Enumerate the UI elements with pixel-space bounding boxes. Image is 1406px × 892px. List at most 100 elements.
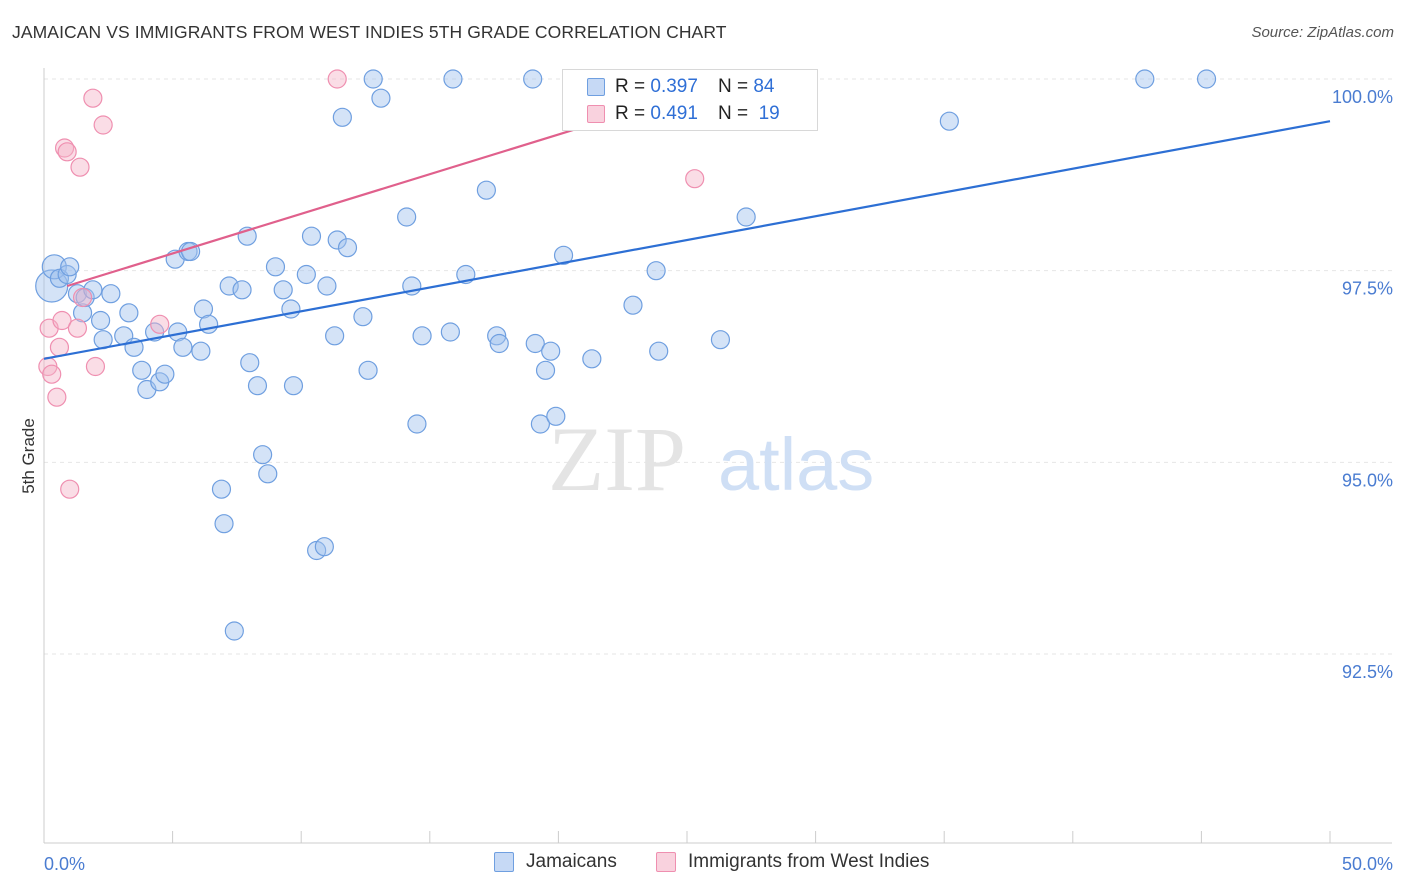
jamaican-point [939,111,959,131]
jamaican-point [132,360,152,380]
west-indies-point [83,88,103,108]
n-value-jamaicans: 84 [753,76,775,97]
jamaican-point [283,376,304,396]
jamaicans-trend-line [43,120,1331,360]
jamaican-point [224,621,244,641]
jamaican-point [265,257,286,277]
jamaican-point [353,307,373,327]
jamaican-point [530,414,550,434]
jamaican-point [646,261,666,281]
y-tick-label: 92.5% [1342,662,1393,682]
jamaican-point [155,364,175,384]
axes [43,68,1392,844]
jamaican-point [57,264,77,285]
legend-swatch-jamaicans [587,78,605,96]
r-value-west-indies: 0.491 [650,103,698,124]
jamaican-point [72,303,93,323]
y-axis-label: 5th Grade [19,418,38,494]
jamaican-point [582,349,602,369]
r-label: R = [615,76,646,97]
stats-legend: R = 0.397 N = 84 R = 0.491 N = 19 [562,69,818,131]
jamaican-point [173,337,193,357]
legend-item-west-indies[interactable]: Immigrants from West Indies [656,851,929,873]
y-tick-label: 95.0% [1342,470,1393,490]
jamaican-point [41,254,67,280]
west-indies-point [93,115,113,135]
jamaican-point [247,376,268,396]
jamaican-point [525,333,545,354]
jamaican-point [296,264,316,285]
jamaican-point [541,341,561,361]
legend-swatch-west-indies [587,105,605,123]
jamaican-point [191,341,211,361]
legend-label-jamaicans: Jamaicans [526,851,617,872]
source-label: Source: ZipAtlas.com [1251,24,1394,41]
west-indies-points [38,69,725,499]
jamaican-point [487,326,507,346]
chart-title: JAMAICAN VS IMMIGRANTS FROM WEST INDIES … [12,22,727,42]
jamaican-point [736,207,756,227]
jamaican-point [332,107,352,127]
jamaican-point [440,322,460,342]
jamaican-point [363,69,383,89]
r-value-jamaicans: 0.397 [650,76,698,97]
jamaican-point [371,88,391,108]
jamaican-point [1135,69,1155,89]
x-tick-label: 50.0% [1342,854,1393,874]
y-tick-labels: 92.5% 95.0% 97.5% 100.0% [1332,87,1393,682]
legend-row-west-indies: R = 0.491 N = 19 [587,101,780,127]
jamaican-point [523,69,543,89]
jamaican-point [193,299,214,319]
west-indies-point [60,479,80,499]
jamaican-point [489,333,509,354]
n-label: N = [717,103,749,124]
jamaican-point [327,230,347,250]
west-indies-point [685,169,705,189]
jamaican-point [710,330,731,350]
west-indies-point [49,337,70,357]
jamaican-point [211,479,232,499]
west-indies-point [150,314,170,334]
west-indies-point [67,318,88,338]
y-tick-label: 97.5% [1342,279,1393,299]
legend-row-jamaicans: R = 0.397 N = 84 [587,74,774,100]
jamaican-point [317,276,337,296]
jamaican-point [258,464,278,484]
jamaican-point [337,238,358,258]
x-tick-label: 0.0% [44,854,85,874]
jamaican-point [553,245,574,265]
legend-swatch-jamaicans [494,852,514,872]
jamaican-point [314,537,334,557]
watermark-zip: ZIP [548,408,686,510]
jamaican-point [476,180,496,200]
legend-swatch-west-indies [656,852,676,872]
jamaican-point [240,353,260,373]
jamaican-point [119,303,139,323]
jamaican-point [253,445,273,465]
n-label: N = [717,76,749,97]
jamaican-point [397,207,417,227]
jamaican-point [273,280,293,300]
x-tick-labels: 0.0% 50.0% [44,854,1393,874]
n-value-west-indies: 19 [758,103,780,124]
jamaican-point [546,406,566,426]
west-indies-point [42,364,62,384]
west-indies-point [327,69,347,89]
series-legend: Jamaicans Immigrants from West Indies [0,851,1406,879]
jamaican-point [649,341,669,361]
jamaican-point [325,326,345,346]
jamaican-point [219,276,239,296]
jamaican-point [90,310,111,331]
watermark-atlas: atlas [718,423,874,506]
jamaican-point [443,69,463,89]
jamaican-point [214,514,234,534]
r-label: R = [615,103,646,124]
west-indies-point [70,157,90,177]
jamaicans-points [35,69,1217,641]
west-indies-point [72,287,93,308]
jamaican-point [1196,69,1217,89]
legend-item-jamaicans[interactable]: Jamaicans [494,851,617,873]
west-indies-point [52,310,72,331]
jamaican-point [407,414,427,434]
